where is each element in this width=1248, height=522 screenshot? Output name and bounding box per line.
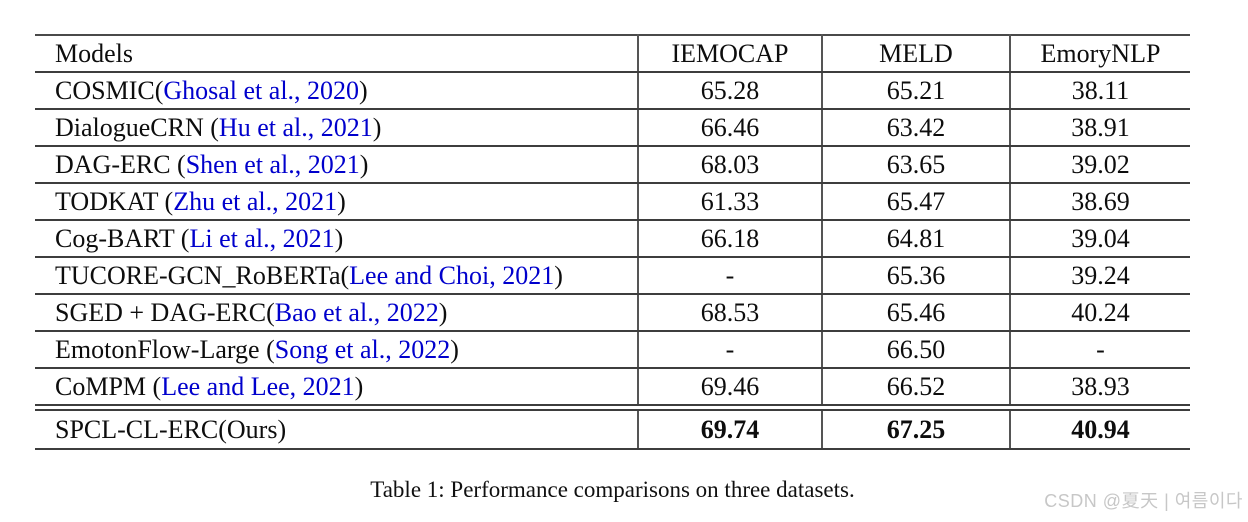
model-cell: TODKAT (Zhu et al., 2021) xyxy=(35,183,639,221)
score-meld: 65.36 xyxy=(822,257,1011,295)
citation-link[interactable]: Bao et al., 2022 xyxy=(274,297,439,327)
score-iemocap: - xyxy=(638,331,823,369)
header-row: Models IEMOCAP MELD EmoryNLP xyxy=(35,34,1190,73)
table-row: SGED + DAG-ERC(Bao et al., 2022) 68.53 6… xyxy=(35,294,1190,332)
model-name: DAG-ERC ( xyxy=(55,149,186,179)
score-emorynlp: 38.91 xyxy=(1010,109,1190,147)
score-emorynlp: 38.93 xyxy=(1010,368,1190,409)
citation-link[interactable]: Lee and Lee, 2021 xyxy=(161,371,355,401)
model-cell: EmotonFlow-Large (Song et al., 2022) xyxy=(35,331,639,369)
column-header-emorynlp: EmoryNLP xyxy=(1010,34,1190,73)
table-caption: Table 1: Performance comparisons on thre… xyxy=(370,477,855,502)
score-meld: 66.50 xyxy=(822,331,1011,369)
table-row: DialogueCRN (Hu et al., 2021) 66.46 63.4… xyxy=(35,109,1190,147)
citation-link[interactable]: Shen et al., 2021 xyxy=(185,149,360,179)
citation-link[interactable]: Li et al., 2021 xyxy=(189,223,335,253)
column-header-meld: MELD xyxy=(822,34,1011,73)
model-cell: SPCL-CL-ERC(Ours) xyxy=(35,404,639,450)
csdn-watermark: CSDN @夏天 | 여름이다 xyxy=(1044,491,1243,511)
model-name-suffix: ) xyxy=(337,186,346,216)
model-name: CoMPM ( xyxy=(55,371,162,401)
citation-link[interactable]: Lee and Choi, 2021 xyxy=(349,260,555,290)
model-cell: TUCORE-GCN_RoBERTa(Lee and Choi, 2021) xyxy=(35,257,639,295)
table-row: COSMIC(Ghosal et al., 2020) 65.28 65.21 … xyxy=(35,72,1190,110)
model-cell: CoMPM (Lee and Lee, 2021) xyxy=(35,368,639,409)
score-meld: 64.81 xyxy=(822,220,1011,258)
score-meld: 67.25 xyxy=(822,404,1011,450)
score-emorynlp: 40.24 xyxy=(1010,294,1190,332)
model-name: COSMIC( xyxy=(55,75,164,105)
score-emorynlp: 38.11 xyxy=(1010,72,1190,110)
score-iemocap: 65.28 xyxy=(638,72,823,110)
model-name-suffix: ) xyxy=(334,223,344,253)
model-cell: Cog-BART (Li et al., 2021) xyxy=(35,220,639,258)
column-header-iemocap: IEMOCAP xyxy=(638,34,823,73)
table-row: Cog-BART (Li et al., 2021) 66.18 64.81 3… xyxy=(35,220,1190,258)
score-emorynlp: 40.94 xyxy=(1010,404,1190,450)
score-iemocap: 61.33 xyxy=(638,183,823,221)
score-iemocap: - xyxy=(638,257,823,295)
score-iemocap: 68.03 xyxy=(638,146,823,184)
model-cell: SGED + DAG-ERC(Bao et al., 2022) xyxy=(35,294,639,332)
model-cell: DialogueCRN (Hu et al., 2021) xyxy=(35,109,639,147)
table-row: TODKAT (Zhu et al., 2021) 61.33 65.47 38… xyxy=(35,183,1190,221)
model-name: TUCORE-GCN_RoBERTa( xyxy=(55,260,350,290)
model-name-suffix: ) xyxy=(438,297,448,327)
model-name: SGED + DAG-ERC( xyxy=(55,297,275,327)
model-cell: DAG-ERC (Shen et al., 2021) xyxy=(35,146,639,184)
score-meld: 65.21 xyxy=(822,72,1011,110)
score-emorynlp: 39.04 xyxy=(1010,220,1190,258)
model-name: Cog-BART ( xyxy=(55,223,190,253)
model-name-suffix: ) xyxy=(359,75,368,105)
score-meld: 65.46 xyxy=(822,294,1011,332)
table-row: EmotonFlow-Large (Song et al., 2022) - 6… xyxy=(35,331,1190,369)
model-name-suffix: ) xyxy=(450,334,459,364)
score-meld: 63.65 xyxy=(822,146,1011,184)
score-emorynlp: 38.69 xyxy=(1010,183,1190,221)
citation-link[interactable]: Song et al., 2022 xyxy=(274,334,451,364)
score-meld: 66.52 xyxy=(822,368,1011,409)
citation-link[interactable]: Hu et al., 2021 xyxy=(218,112,373,142)
citation-link[interactable]: Zhu et al., 2021 xyxy=(173,186,338,216)
score-emorynlp: 39.02 xyxy=(1010,146,1190,184)
model-cell: COSMIC(Ghosal et al., 2020) xyxy=(35,72,639,110)
score-meld: 65.47 xyxy=(822,183,1011,221)
results-table: Models IEMOCAP MELD EmoryNLP COSMIC(Ghos… xyxy=(35,34,1190,450)
model-name-suffix: ) xyxy=(554,260,563,290)
model-name: SPCL-CL-ERC(Ours) xyxy=(55,414,287,444)
score-iemocap: 69.74 xyxy=(638,404,823,450)
citation-link[interactable]: Ghosal et al., 2020 xyxy=(163,75,360,105)
score-iemocap: 69.46 xyxy=(638,368,823,409)
model-name: DialogueCRN ( xyxy=(55,112,219,142)
score-emorynlp: 39.24 xyxy=(1010,257,1190,295)
column-header-models: Models xyxy=(35,34,639,73)
table-row: SPCL-CL-ERC(Ours) 69.74 67.25 40.94 xyxy=(35,404,1190,450)
model-name: EmotonFlow-Large ( xyxy=(55,334,275,364)
score-emorynlp: - xyxy=(1010,331,1190,369)
model-name: TODKAT ( xyxy=(55,186,174,216)
table-row: TUCORE-GCN_RoBERTa(Lee and Choi, 2021) -… xyxy=(35,257,1190,295)
score-iemocap: 66.46 xyxy=(638,109,823,147)
table-row: DAG-ERC (Shen et al., 2021) 68.03 63.65 … xyxy=(35,146,1190,184)
score-iemocap: 68.53 xyxy=(638,294,823,332)
model-name-suffix: ) xyxy=(354,371,364,401)
table-row: CoMPM (Lee and Lee, 2021) 69.46 66.52 38… xyxy=(35,368,1190,409)
score-meld: 63.42 xyxy=(822,109,1011,147)
model-name-suffix: ) xyxy=(359,149,369,179)
model-name-suffix: ) xyxy=(372,112,382,142)
score-iemocap: 66.18 xyxy=(638,220,823,258)
